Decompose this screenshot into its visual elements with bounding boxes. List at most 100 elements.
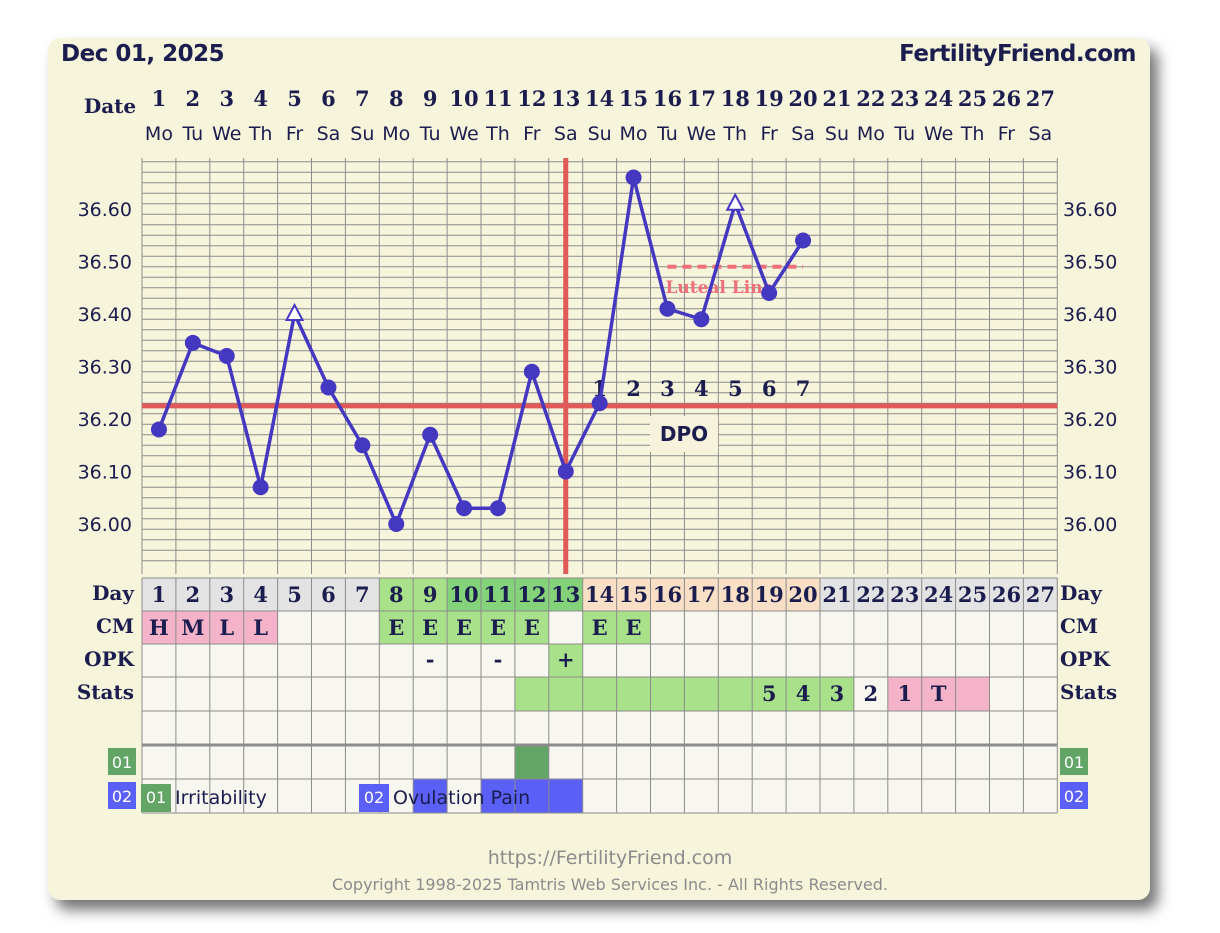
table-cell (820, 745, 854, 779)
table-cell (447, 779, 481, 813)
symptom-cell (514, 745, 549, 779)
table-cell (955, 745, 990, 779)
day-number: 8 (389, 582, 404, 607)
date-number: 3 (219, 86, 234, 111)
temperature-point (761, 285, 778, 301)
dpo-number: 3 (660, 376, 675, 401)
table-cell (582, 779, 617, 813)
table-cell (718, 711, 753, 745)
weekday-label: Fr (760, 123, 778, 145)
day-cell (820, 578, 854, 611)
table-cell (989, 644, 1024, 677)
table-cell (853, 779, 888, 813)
weekday-label: Th (485, 123, 510, 145)
table-cell (1023, 611, 1058, 644)
table-cell (650, 644, 685, 677)
table-cell (786, 745, 820, 779)
table-cell (786, 779, 820, 813)
table-cell (413, 644, 448, 677)
cm-value: E (388, 615, 404, 640)
table-cell (548, 745, 583, 779)
table-cell (379, 711, 414, 745)
y-tick-right: 36.50 (1063, 252, 1117, 274)
table-cell (447, 644, 481, 677)
symptom-code: 02 (1064, 787, 1084, 806)
cm-value: E (490, 615, 506, 640)
dpo-number: 5 (728, 376, 743, 401)
table-cell (209, 711, 244, 745)
day-number: 26 (992, 582, 1021, 607)
weekday-label: Fr (286, 123, 304, 145)
table-cell (1023, 677, 1058, 711)
date-number: 13 (551, 86, 580, 111)
temperature-point (252, 479, 269, 496)
y-tick-right: 36.30 (1063, 357, 1117, 379)
table-cell (955, 644, 990, 677)
table-cell (142, 677, 176, 711)
cm-cell (175, 611, 210, 644)
opk-cell (548, 644, 583, 677)
table-cell (887, 779, 922, 813)
table-cell (413, 677, 448, 711)
weekday-label: Fr (998, 123, 1016, 145)
temperature-point (795, 232, 812, 249)
table-cell (243, 711, 278, 745)
table-cell (311, 611, 346, 644)
stats-value: 3 (830, 681, 845, 706)
day-cell (1023, 578, 1058, 611)
stats-cell (853, 677, 888, 711)
table-cell (379, 644, 414, 677)
symptom-code-box (1060, 782, 1088, 809)
table-cell (684, 711, 719, 745)
day-cell (345, 578, 380, 611)
day-cell (311, 578, 346, 611)
dpo-number: 6 (762, 376, 777, 401)
table-cell (413, 745, 448, 779)
footer-copyright: Copyright 1998-2025 Tamtris Web Services… (331, 875, 889, 894)
day-number: 21 (822, 582, 851, 607)
legend-label-irritability: Irritability (175, 787, 267, 809)
weekday-label: Mo (382, 123, 410, 145)
temperature-point (150, 421, 167, 438)
day-number: 5 (287, 582, 302, 607)
table-cell (142, 711, 176, 745)
table-cell (887, 745, 922, 779)
table-cell (752, 644, 787, 677)
table-cell (243, 644, 278, 677)
day-cell (853, 578, 888, 611)
symptom-cell (514, 779, 549, 813)
day-cell (209, 578, 244, 611)
y-tick-left: 36.10 (78, 462, 132, 484)
temperature-point (557, 463, 574, 480)
table-cell (752, 611, 787, 644)
day-cell (955, 578, 990, 611)
day-cell (243, 578, 278, 611)
symptom-cell (481, 779, 515, 813)
symptom-cell (548, 779, 583, 813)
footer-url: https://FertilityFriend.com (487, 847, 733, 869)
day-cell (650, 578, 685, 611)
opk-value: + (557, 647, 575, 672)
table-cell (175, 711, 210, 745)
table-cell (718, 644, 753, 677)
table-cell (820, 644, 854, 677)
y-tick-left: 36.50 (78, 252, 132, 274)
stats-cell (752, 677, 787, 711)
weekday-label: We (687, 123, 716, 145)
table-cell (277, 779, 312, 813)
temperature-point (184, 334, 201, 351)
row-label-right: Day (1060, 581, 1103, 605)
cm-cell (481, 611, 515, 644)
day-number: 27 (1026, 582, 1055, 607)
table-cell (175, 644, 210, 677)
cm-value: E (626, 615, 642, 640)
table-cell (582, 711, 617, 745)
table-cell (718, 611, 753, 644)
symptom-code-box (108, 748, 136, 775)
opk-value: - (426, 647, 435, 672)
table-cell (752, 745, 787, 779)
day-number: 24 (924, 582, 953, 607)
table-cell (989, 611, 1024, 644)
table-cell (209, 745, 244, 779)
date-row-label: Date (84, 94, 136, 118)
